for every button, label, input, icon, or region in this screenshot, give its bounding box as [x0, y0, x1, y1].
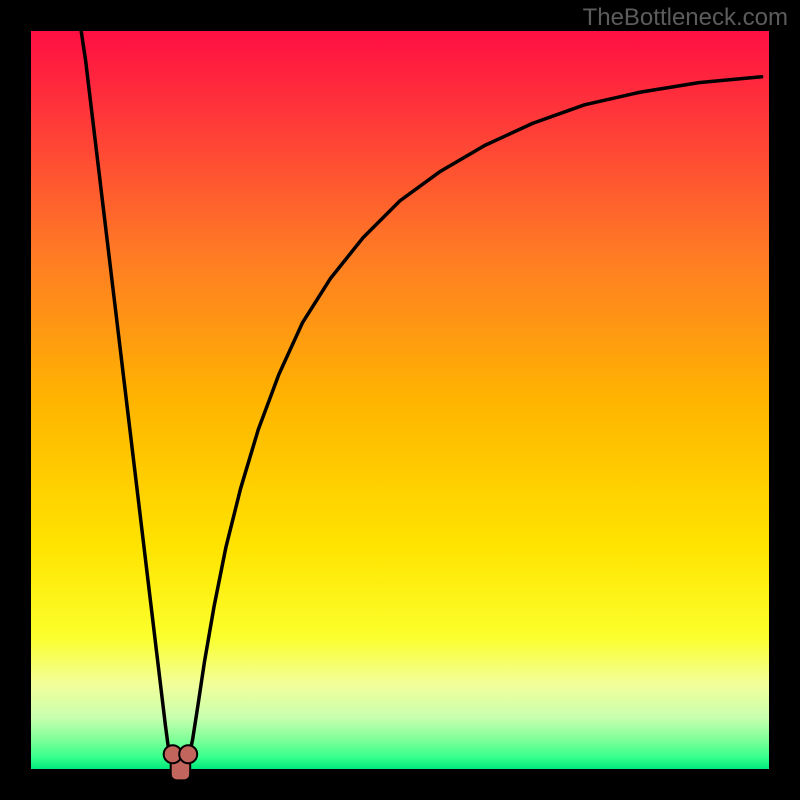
- chart-svg: [0, 0, 800, 800]
- chart-container: TheBottleneck.com: [0, 0, 800, 800]
